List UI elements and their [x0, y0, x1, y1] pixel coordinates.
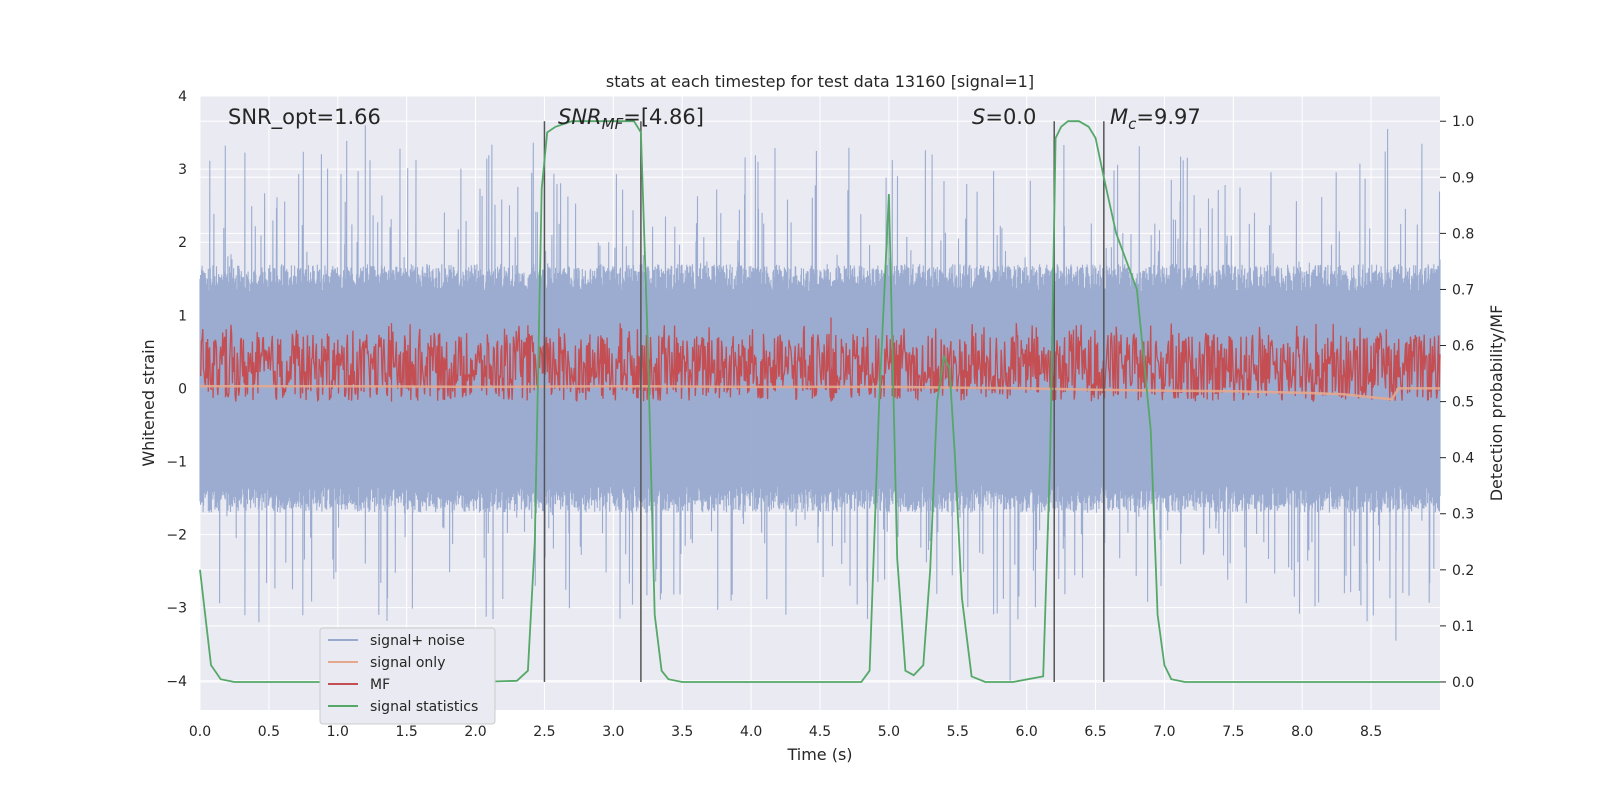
- signal-statistics-series: [199, 120, 1440, 683]
- y2-tick-label: 0.1: [1452, 619, 1474, 635]
- annotation-s: S=0.0: [972, 105, 1036, 129]
- annotation-snr-mf-val: =[4.86]: [623, 105, 704, 129]
- annotation-snr-mf: SNRMF=[4.86]: [558, 105, 704, 133]
- x-axis-label: Time (s): [786, 745, 852, 764]
- annotation-snr-mf-sub: MF: [602, 115, 624, 133]
- legend-box: [319, 627, 496, 725]
- chart-title: stats at each timestep for test data 131…: [606, 72, 1034, 91]
- x-tick-label: 2.5: [533, 724, 555, 740]
- x-tick-label: 1.5: [396, 724, 418, 740]
- x-tick-label: 5.0: [878, 724, 900, 740]
- legend-label: MF: [370, 677, 390, 693]
- x-tick-label: 4.0: [740, 724, 762, 740]
- y2-tick-label: 0.8: [1452, 226, 1474, 242]
- x-tick-label: 2.0: [464, 724, 486, 740]
- legend: signal+ noise signal only MF signal statist…: [319, 627, 496, 725]
- y-tick-label: 0: [178, 381, 187, 397]
- x-tick-label: 8.5: [1360, 724, 1382, 740]
- legend-label: signal+ noise: [370, 633, 465, 649]
- y2-axis-ticks: 1.0 0.9 0.8 0.7 0.6 0.5 0.4 0.3 0.2 0.1 0.0: [1440, 114, 1474, 691]
- y-axis-ticks: 4 3 2 1 0 −1 −2 −3 −4: [166, 89, 187, 690]
- y2-tick-label: 1.0: [1452, 114, 1474, 130]
- y2-axis-label: Detection probability/MF: [1487, 305, 1506, 502]
- annotation-s-val: =0.0: [985, 105, 1036, 129]
- annotation-mc-val: =9.97: [1136, 105, 1200, 129]
- y2-tick-label: 0.0: [1452, 675, 1474, 691]
- annotation-mc-sub: c: [1128, 115, 1137, 133]
- x-axis-ticks: 0.0 0.5 1.0 1.5 2.0 2.5 3.0 3.5 4.0 4.5 5.0 5.5 6.0 6…: [189, 724, 1382, 740]
- signal-plus-noise-series: [199, 125, 1441, 681]
- annotation-mc-var: M: [1110, 105, 1128, 129]
- y2-tick-label: 0.6: [1452, 339, 1474, 355]
- x-tick-label: 6.5: [1084, 724, 1106, 740]
- annotation-s-var: S: [972, 105, 985, 129]
- x-tick-label: 0.5: [258, 724, 280, 740]
- y-tick-label: −2: [166, 528, 187, 544]
- x-tick-label: 3.0: [602, 724, 624, 740]
- y-tick-label: 2: [178, 235, 187, 251]
- signal-plus-noise-line: [199, 125, 1441, 681]
- legend-label: signal statistics: [370, 699, 478, 715]
- y-tick-label: −3: [166, 601, 187, 617]
- annotation-snr-opt: SNR_opt=1.66: [228, 105, 381, 130]
- y-tick-label: 1: [178, 308, 187, 324]
- annotation-snr-mf-var: SNR: [558, 105, 602, 129]
- x-tick-label: 0.0: [189, 724, 211, 740]
- signal-statistics-line: [199, 120, 1440, 683]
- x-tick-label: 8.0: [1291, 724, 1313, 740]
- legend-label: signal only: [370, 655, 445, 671]
- y-tick-label: 3: [178, 162, 187, 178]
- y-tick-label: −1: [166, 454, 187, 470]
- x-tick-label: 1.0: [327, 724, 349, 740]
- marker-lines: [543, 121, 1105, 682]
- y2-tick-label: 0.3: [1452, 507, 1474, 523]
- y2-tick-label: 0.4: [1452, 451, 1474, 467]
- y2-tick-label: 0.7: [1452, 282, 1474, 298]
- x-tick-label: 5.5: [947, 724, 969, 740]
- x-tick-label: 3.5: [671, 724, 693, 740]
- y2-tick-label: 0.5: [1452, 395, 1474, 411]
- y-tick-label: −4: [166, 674, 187, 690]
- y2-tick-label: 0.2: [1452, 563, 1474, 579]
- y2-tick-label: 0.9: [1452, 170, 1474, 186]
- annotation-mc: Mc=9.97: [1110, 105, 1201, 133]
- y-tick-label: 4: [178, 89, 187, 105]
- y-axis-label: Whitened strain: [139, 339, 158, 466]
- x-tick-label: 4.5: [809, 724, 831, 740]
- x-tick-label: 7.0: [1153, 724, 1175, 740]
- x-tick-label: 6.0: [1016, 724, 1038, 740]
- x-tick-label: 7.5: [1222, 724, 1244, 740]
